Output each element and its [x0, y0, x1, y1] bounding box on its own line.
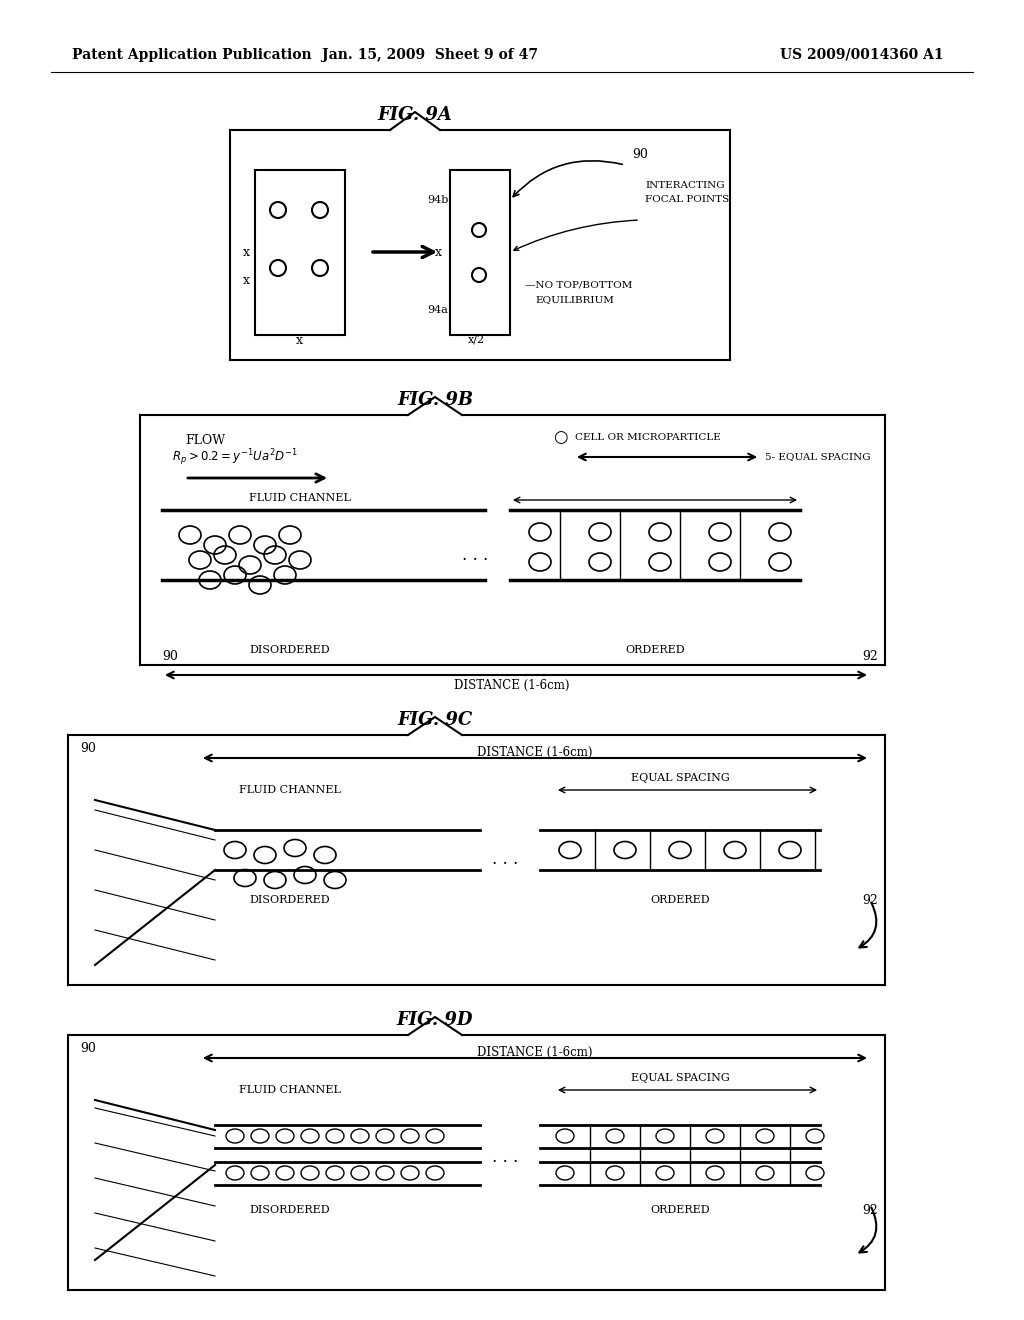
Text: FIG. 9A: FIG. 9A [378, 106, 453, 124]
Text: 94b: 94b [427, 195, 449, 205]
Text: DISORDERED: DISORDERED [250, 895, 331, 906]
Text: FIG. 9C: FIG. 9C [397, 711, 473, 729]
Text: DISTANCE (1-6cm): DISTANCE (1-6cm) [455, 678, 569, 692]
Text: x: x [243, 246, 250, 259]
Text: 92: 92 [862, 894, 878, 907]
Text: . . .: . . . [492, 1148, 518, 1166]
Text: FIG. 9B: FIG. 9B [397, 391, 473, 409]
Text: INTERACTING: INTERACTING [645, 181, 725, 190]
Text: FLUID CHANNEL: FLUID CHANNEL [239, 1085, 341, 1096]
Text: —NO TOP/BOTTOM: —NO TOP/BOTTOM [525, 281, 633, 289]
Text: ORDERED: ORDERED [650, 895, 710, 906]
Text: FLUID CHANNEL: FLUID CHANNEL [249, 492, 351, 503]
Text: FLOW: FLOW [185, 433, 225, 446]
Text: Jan. 15, 2009  Sheet 9 of 47: Jan. 15, 2009 Sheet 9 of 47 [322, 48, 538, 62]
Text: ○: ○ [553, 429, 567, 446]
Text: 92: 92 [862, 651, 878, 664]
Text: Patent Application Publication: Patent Application Publication [72, 48, 311, 62]
Text: FIG. 9D: FIG. 9D [396, 1011, 473, 1030]
Text: . . .: . . . [492, 851, 518, 869]
Text: CELL OR MICROPARTICLE: CELL OR MICROPARTICLE [575, 433, 721, 441]
Text: x: x [434, 246, 441, 259]
Text: EQUAL SPACING: EQUAL SPACING [631, 774, 729, 783]
Text: DISTANCE (1-6cm): DISTANCE (1-6cm) [477, 746, 593, 759]
Text: US 2009/0014360 A1: US 2009/0014360 A1 [780, 48, 944, 62]
Text: 90: 90 [80, 1041, 96, 1055]
Text: DISORDERED: DISORDERED [250, 645, 331, 655]
Text: 5- EQUAL SPACING: 5- EQUAL SPACING [765, 453, 870, 462]
Text: FOCAL POINTS: FOCAL POINTS [645, 195, 729, 205]
Text: 90: 90 [80, 742, 96, 755]
Text: FLUID CHANNEL: FLUID CHANNEL [239, 785, 341, 795]
Text: 92: 92 [862, 1204, 878, 1217]
Text: 90: 90 [162, 651, 178, 664]
Text: EQUAL SPACING: EQUAL SPACING [631, 1073, 729, 1082]
Text: x: x [296, 334, 302, 346]
Text: 90: 90 [632, 149, 648, 161]
Text: 94a: 94a [428, 305, 449, 315]
Text: DISORDERED: DISORDERED [250, 1205, 331, 1214]
Text: x: x [243, 273, 250, 286]
Text: x/2: x/2 [467, 335, 484, 345]
Text: DISTANCE (1-6cm): DISTANCE (1-6cm) [477, 1045, 593, 1059]
Text: ORDERED: ORDERED [650, 1205, 710, 1214]
Text: EQUILIBRIUM: EQUILIBRIUM [535, 296, 613, 305]
Text: $R_p > 0.2 = y^{-1}Ua^2D^{-1}$: $R_p > 0.2 = y^{-1}Ua^2D^{-1}$ [172, 447, 298, 469]
Text: ORDERED: ORDERED [626, 645, 685, 655]
Text: . . .: . . . [462, 546, 488, 564]
